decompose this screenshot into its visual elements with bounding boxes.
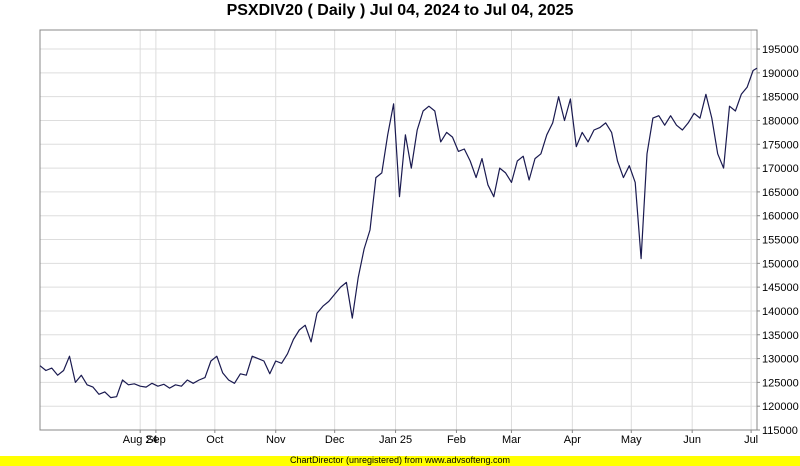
x-tick-label: Jan 25 (379, 434, 412, 446)
y-tick-label: 135000 (762, 330, 799, 342)
y-tick-label: 175000 (762, 139, 799, 151)
x-tick-label: Sep (146, 434, 166, 446)
x-tick-label: Dec (325, 434, 345, 446)
chart-title: PSXDIV20 ( Daily ) Jul 04, 2024 to Jul 0… (226, 2, 574, 19)
y-tick-label: 190000 (762, 68, 799, 80)
y-tick-label: 195000 (762, 44, 799, 56)
x-tick-label: Jun (683, 434, 701, 446)
plot-background (40, 30, 757, 430)
y-tick-label: 125000 (762, 377, 799, 389)
grid-lines (40, 30, 757, 431)
footer-bar: ChartDirector (unregistered) from www.ad… (0, 455, 800, 466)
x-tick-label: Nov (266, 434, 286, 446)
y-tick-label: 120000 (762, 401, 799, 413)
y-tick-label: 145000 (762, 282, 799, 294)
y-tick-label: 165000 (762, 187, 799, 199)
y-tick-label: 160000 (762, 211, 799, 223)
y-tick-label: 155000 (762, 235, 799, 247)
x-tick-label: Apr (564, 434, 581, 446)
x-tick-label: Oct (206, 434, 223, 446)
footer-credit: ChartDirector (unregistered) from www.ad… (289, 455, 511, 465)
y-tick-label: 185000 (762, 92, 799, 104)
y-axis: 115000 120000 125000 130000 135000 140000 1450… (757, 44, 799, 437)
x-tick-label: Feb (447, 434, 466, 446)
y-tick-label: 130000 (762, 354, 799, 366)
plot-border (39, 29, 758, 431)
y-tick-label: 140000 (762, 306, 799, 318)
y-tick-label: 170000 (762, 163, 799, 175)
y-tick-label: 180000 (762, 115, 799, 127)
series-line (39, 67, 758, 399)
x-tick-label: May (621, 434, 642, 446)
x-tick-label: Jul (744, 434, 758, 446)
x-tick-label: Mar (502, 434, 521, 446)
y-tick-label: 150000 (762, 258, 799, 270)
x-tick-label: Aug 24 (123, 434, 158, 446)
y-tick-label: 115000 (762, 425, 798, 437)
